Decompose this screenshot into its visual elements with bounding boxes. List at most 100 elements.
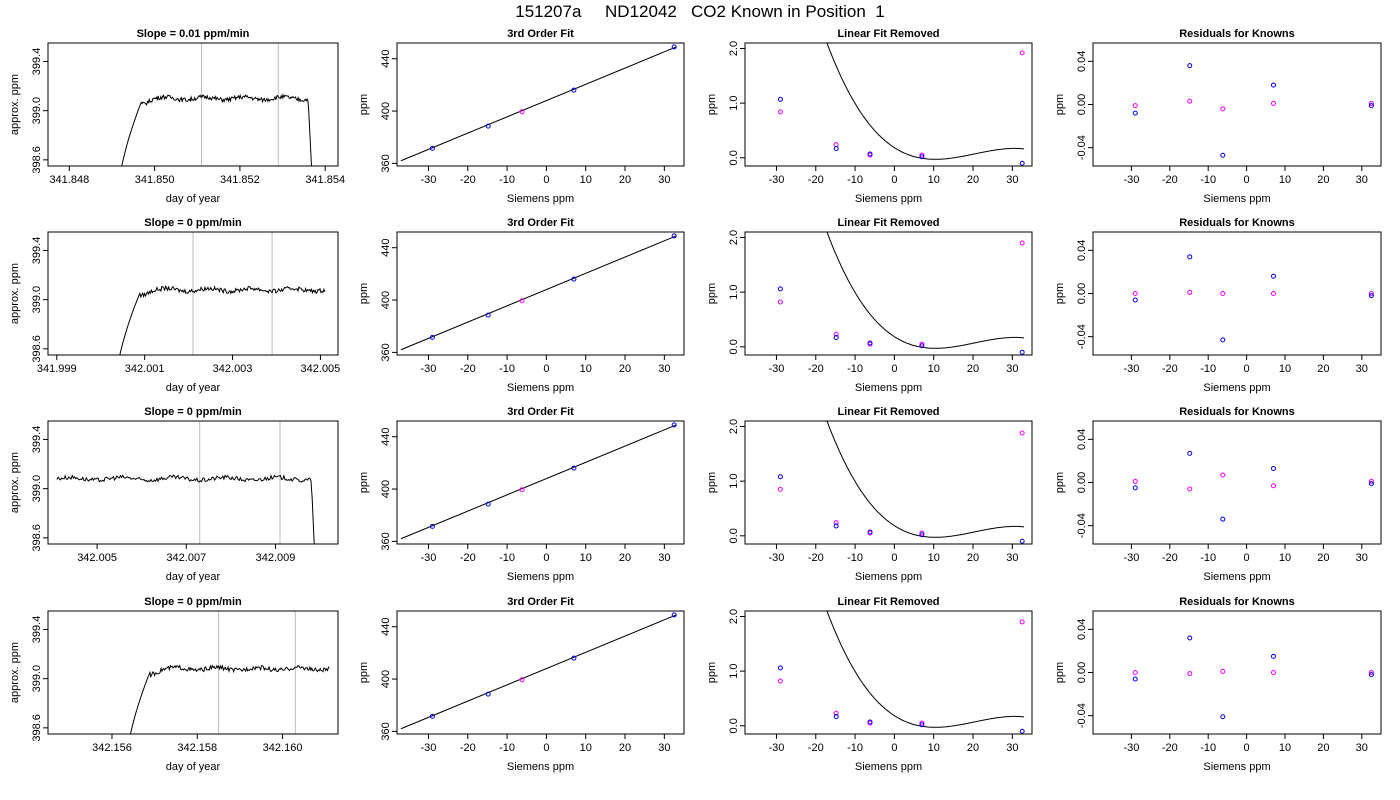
x-tick-label: 0: [543, 552, 549, 564]
y-axis-label: ppm: [706, 662, 718, 683]
y-axis-label: ppm: [1054, 94, 1066, 115]
y-axis-label: ppm: [1054, 283, 1066, 304]
data-point-blue: [1220, 714, 1226, 720]
x-tick-label: 20: [619, 363, 631, 375]
plot-data: [1132, 635, 1374, 720]
y-tick-label: 0.04: [1076, 51, 1088, 72]
x-axis-label: Siemens ppm: [1203, 193, 1270, 205]
data-point-blue: [1368, 293, 1374, 299]
plot-data: [400, 422, 677, 540]
panel-title: Linear Fit Removed: [837, 28, 939, 40]
x-tick-label: -10: [499, 552, 515, 564]
x-tick-label: -30: [1123, 363, 1139, 375]
x-tick-label: 30: [658, 174, 670, 186]
x-tick-label: -10: [1200, 363, 1216, 375]
y-axis-label: ppm: [706, 472, 718, 493]
panel-title: Slope = 0.01 ppm/min: [137, 28, 250, 40]
x-axis-label: Siemens ppm: [507, 193, 574, 205]
x-tick-label: 20: [1317, 174, 1329, 186]
plot-data: [777, 43, 1025, 166]
x-tick-label: -10: [847, 174, 863, 186]
fit-curve: [826, 421, 1025, 538]
plot-frame: [396, 420, 685, 545]
plot-frame: [47, 231, 339, 356]
data-point-blue: [1132, 676, 1138, 682]
data-point-blue: [1368, 672, 1374, 678]
data-point-blue: [777, 286, 783, 292]
data-point-blue: [671, 233, 677, 239]
data-point-blue: [1132, 297, 1138, 303]
data-point-blue: [833, 146, 839, 152]
y-tick-label: 398.6: [31, 714, 43, 742]
x-tick-label: 30: [1356, 742, 1368, 754]
y-axis-label: ppm: [706, 283, 718, 304]
panel-title: 3rd Order Fit: [507, 406, 574, 418]
trace-line: [119, 284, 326, 355]
y-tick-label: 0.00: [1076, 662, 1088, 683]
data-point-blue: [867, 340, 873, 346]
data-point-magenta: [919, 341, 925, 347]
data-point-blue: [1220, 337, 1226, 343]
x-axis-label: Siemens ppm: [507, 571, 574, 583]
x-tick-label: 30: [1006, 174, 1018, 186]
x-tick-label: 0: [891, 552, 897, 564]
trace-line: [121, 93, 312, 166]
plot-frame: [1092, 610, 1382, 735]
x-tick-label: 30: [658, 363, 670, 375]
data-point-blue: [919, 532, 925, 538]
data-point-blue: [867, 719, 873, 725]
data-point-magenta: [777, 678, 783, 684]
panel-lin-row-4: Linear Fit Removed -30 -20 -10 0 10 20 30 0.0 1.0…: [706, 596, 1033, 773]
x-tick-label: 10: [1279, 363, 1291, 375]
plot-frame: [396, 610, 685, 735]
y-tick-label: 0.04: [1076, 619, 1088, 640]
data-point-magenta: [1220, 291, 1226, 296]
data-point-blue: [1187, 63, 1193, 69]
y-axis-label: approx. ppm: [9, 452, 21, 513]
x-tick-label: 341.999: [37, 363, 77, 375]
x-axis-label: day of year: [166, 382, 221, 394]
data-point-blue: [1270, 653, 1276, 659]
data-point-blue: [571, 276, 577, 282]
data-point-blue: [1187, 635, 1193, 641]
data-point-magenta: [1132, 478, 1138, 484]
x-tick-label: -20: [808, 552, 824, 564]
data-point-magenta: [777, 486, 783, 492]
x-tick-label: 20: [967, 363, 979, 375]
fit-line: [400, 46, 677, 162]
data-point-blue: [485, 123, 491, 129]
plot-frame: [1092, 231, 1382, 356]
data-point-blue: [1019, 728, 1025, 734]
x-tick-label: 10: [928, 552, 940, 564]
panel-title: 3rd Order Fit: [507, 596, 574, 608]
y-tick-label: 400: [380, 480, 392, 498]
y-tick-label: 1.0: [728, 473, 740, 488]
trace-line: [129, 664, 330, 734]
data-point-blue: [1019, 349, 1025, 355]
x-tick-label: 10: [1279, 742, 1291, 754]
x-tick-label: -10: [499, 363, 515, 375]
x-tick-label: -20: [460, 742, 476, 754]
data-point-blue: [777, 96, 783, 102]
y-tick-label: 400: [380, 102, 392, 120]
plot-frame: [1092, 420, 1382, 545]
data-point-magenta: [1220, 106, 1226, 112]
y-tick-label: 2.0: [728, 609, 740, 624]
plot-data: [121, 43, 312, 166]
data-point-blue: [919, 343, 925, 349]
x-tick-label: -30: [420, 742, 436, 754]
x-tick-label: -10: [1200, 174, 1216, 186]
data-point-blue: [1019, 538, 1025, 544]
x-tick-label: 0: [891, 363, 897, 375]
x-tick-label: 342.156: [92, 742, 132, 754]
y-tick-label: 1.0: [728, 663, 740, 678]
plot-frame: [47, 42, 339, 167]
y-tick-label: 360: [380, 722, 392, 740]
data-point-blue: [777, 474, 783, 480]
y-tick-label: 0.04: [1076, 240, 1088, 261]
data-point-magenta: [1368, 478, 1374, 484]
y-tick-label: 399.4: [31, 616, 43, 644]
data-point-blue: [485, 691, 491, 697]
x-tick-label: 10: [928, 363, 940, 375]
plot-frame: [1092, 42, 1382, 167]
